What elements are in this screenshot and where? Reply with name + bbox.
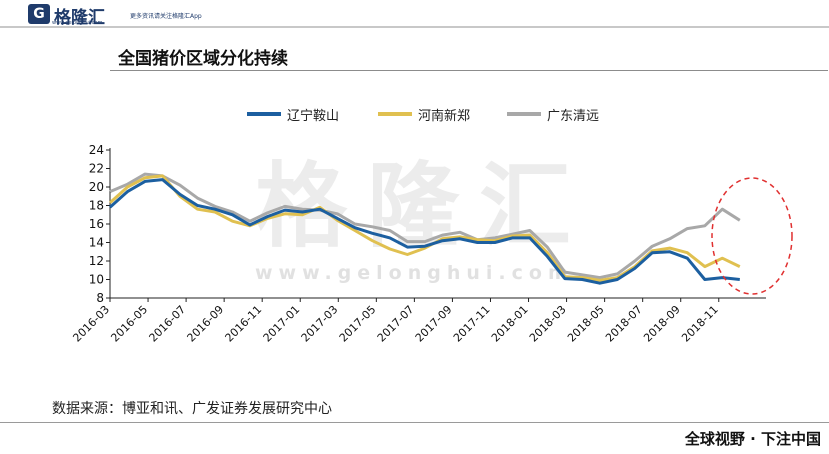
x-tick-label: 2018-03 [527, 303, 569, 345]
x-tick-label: 2017-05 [337, 303, 379, 345]
header-bar: G 格隆汇 www.gelonghui.com 更多资讯请关注格隆汇App [0, 0, 829, 28]
legend-swatch-xinzheng [378, 112, 412, 116]
chart-title: 全国猪价区域分化持续 [118, 49, 288, 69]
x-tick-label: 2016-07 [147, 303, 189, 345]
series-line-xinzheng [108, 174, 741, 282]
legend-item-xinzheng: 河南新郑 [378, 104, 470, 124]
logo-glyph: G [33, 6, 45, 22]
x-tick-label: 2017-07 [375, 303, 417, 345]
legend-swatch-anshan [247, 112, 281, 116]
x-tick-label: 2016-09 [185, 303, 227, 345]
x-tick-label: 2018-09 [641, 303, 683, 345]
y-tick-label: 14 [89, 236, 104, 250]
series-line-qingyuan [109, 172, 741, 280]
x-tick-label: 2016-11 [223, 303, 265, 345]
legend-label-xinzheng: 河南新郑 [418, 108, 471, 124]
y-tick-label: 20 [89, 180, 104, 194]
x-tick-label: 2018-07 [603, 303, 645, 345]
x-tick-label: 2017-03 [299, 303, 341, 345]
logo-url: www.gelonghui.com [52, 20, 103, 26]
y-tick-label: 16 [89, 217, 104, 231]
y-tick-label: 22 [89, 162, 104, 176]
x-tick-label: 2017-11 [451, 303, 493, 345]
x-tick-label: 2017-01 [261, 303, 303, 345]
y-tick-label: 12 [89, 254, 104, 268]
legend-label-anshan: 辽宁鞍山 [287, 108, 340, 124]
x-tick-label: 2018-11 [679, 303, 721, 345]
watermark-url: www.gelonghui.com [255, 262, 574, 284]
legend-label-qingyuan: 广东清远 [547, 108, 600, 124]
x-tick-label: 2018-05 [565, 303, 607, 345]
y-tick-label: 10 [89, 273, 104, 287]
x-tick-label: 2016-05 [108, 303, 150, 345]
legend-swatch-qingyuan [507, 112, 541, 116]
header-divider [0, 26, 829, 28]
data-source: 数据来源：博亚和讯、广发证券发展研究中心 [52, 401, 332, 417]
x-tick-label: 2018-01 [489, 303, 531, 345]
y-tick-label: 8 [96, 291, 104, 305]
legend-item-anshan: 辽宁鞍山 [247, 104, 339, 124]
chart-legend: 辽宁鞍山 河南新郑 广东清远 [0, 104, 829, 124]
legend-item-qingyuan: 广东清远 [507, 104, 599, 124]
footer-slogan: 全球视野 · 下注中国 [684, 430, 821, 448]
y-tick-label: 18 [89, 199, 104, 213]
logo-name: 格隆汇 [54, 8, 105, 28]
x-tick-label: 2017-09 [413, 303, 455, 345]
x-tick-label: 2016-03 [70, 303, 112, 345]
logo-slogan: 更多资讯请关注格隆汇App [130, 13, 202, 20]
series-line-anshan [108, 178, 740, 285]
chart-series [108, 172, 741, 285]
y-tick-label: 24 [89, 143, 104, 157]
logo-icon: G [28, 4, 50, 24]
footer-divider [0, 422, 829, 423]
highlight-ellipse [711, 177, 793, 295]
title-divider [110, 70, 828, 71]
